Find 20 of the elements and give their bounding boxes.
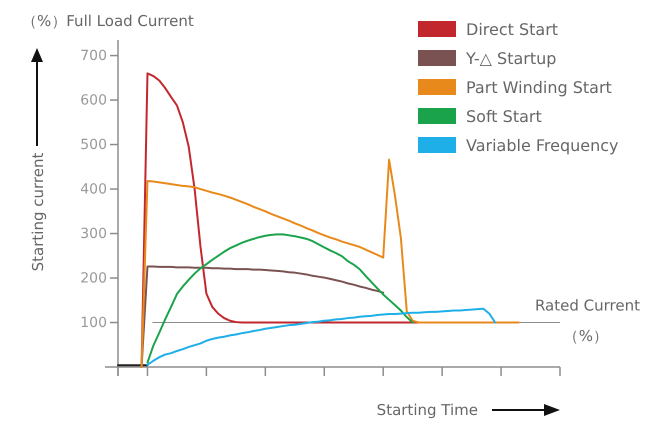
y-tick-label: 400 — [80, 182, 107, 198]
y-tick-label: 600 — [80, 92, 107, 109]
line-series — [146, 233, 414, 364]
legend-label: Y-△ Startup — [465, 49, 556, 68]
x-axis-title: Starting Time — [376, 401, 478, 419]
legend-label: Variable Frequency — [466, 136, 619, 155]
y-tick-label: 300 — [80, 226, 107, 242]
y-axis-title: Starting current — [29, 152, 47, 272]
ref-line-label: Rated Current — [534, 296, 640, 315]
line-series — [140, 158, 520, 368]
y-tick-label: 500 — [80, 137, 107, 154]
text: （%） — [564, 327, 608, 345]
y-tick-label: 100 — [80, 314, 107, 331]
chart-title: （%）Full Load Current — [22, 12, 194, 30]
line-series — [146, 308, 496, 366]
legend-label: Direct Start — [466, 20, 558, 39]
y-tick-label: 200 — [80, 270, 107, 286]
legend-label: Part Winding Start — [466, 78, 612, 97]
y-tick-label: 700 — [80, 48, 107, 64]
legend-label: Soft Start — [466, 107, 542, 126]
